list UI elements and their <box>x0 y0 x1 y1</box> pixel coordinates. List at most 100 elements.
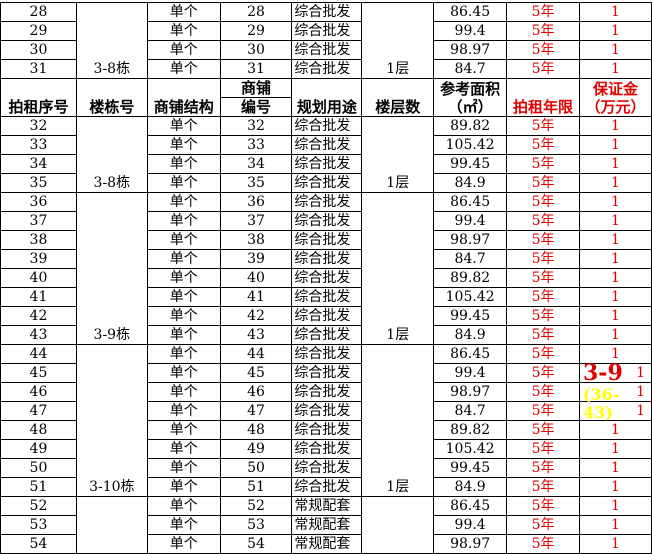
usage-cell[interactable]: 综合批发 <box>291 363 363 383</box>
seq-cell[interactable]: 49 <box>0 439 77 459</box>
seq-cell[interactable]: 38 <box>0 230 77 250</box>
shop-no-cell[interactable]: 47 <box>219 401 293 421</box>
structure-cell[interactable]: 单个 <box>146 21 221 41</box>
area-cell[interactable]: 84.9 <box>433 477 508 497</box>
usage-cell[interactable]: 综合批发 <box>291 268 363 288</box>
structure-cell[interactable]: 单个 <box>146 458 221 478</box>
usage-cell[interactable]: 综合批发 <box>291 420 363 440</box>
deposit-cell[interactable]: 1 <box>579 154 652 174</box>
structure-cell[interactable]: 单个 <box>146 154 221 174</box>
area-cell[interactable]: 99.45 <box>433 154 508 174</box>
area-cell[interactable]: 86.45 <box>433 344 508 364</box>
structure-cell[interactable]: 单个 <box>146 116 221 136</box>
seq-cell[interactable]: 45 <box>0 363 77 383</box>
seq-cell[interactable]: 51 <box>0 477 77 497</box>
shop-no-cell[interactable]: 54 <box>219 534 293 554</box>
seq-cell[interactable]: 39 <box>0 249 77 269</box>
term-cell[interactable]: 5年 <box>506 439 581 459</box>
area-cell[interactable]: 105.42 <box>433 439 508 459</box>
area-cell[interactable]: 86.45 <box>433 496 508 516</box>
structure-cell[interactable]: 单个 <box>146 40 221 60</box>
seq-cell[interactable]: 43 <box>0 325 77 345</box>
term-cell[interactable]: 5年 <box>506 534 581 554</box>
structure-cell[interactable]: 单个 <box>146 344 221 364</box>
seq-cell[interactable]: 30 <box>0 40 77 60</box>
usage-cell[interactable]: 综合批发 <box>291 192 363 212</box>
structure-cell[interactable]: 单个 <box>146 249 221 269</box>
term-cell[interactable]: 5年 <box>506 325 581 345</box>
area-cell[interactable]: 99.4 <box>433 21 508 41</box>
shop-no-cell[interactable]: 38 <box>219 230 293 250</box>
deposit-cell[interactable]: 1 <box>579 59 652 79</box>
term-cell[interactable]: 5年 <box>506 40 581 60</box>
seq-cell[interactable]: 31 <box>0 59 77 79</box>
deposit-cell[interactable]: 1 <box>579 477 652 497</box>
structure-cell[interactable]: 单个 <box>146 496 221 516</box>
structure-cell[interactable]: 单个 <box>146 401 221 421</box>
deposit-cell[interactable]: 1 <box>579 40 652 60</box>
shop-no-cell[interactable]: 40 <box>219 268 293 288</box>
area-cell[interactable]: 105.42 <box>433 287 508 307</box>
usage-cell[interactable]: 综合批发 <box>291 401 363 421</box>
seq-cell[interactable]: 40 <box>0 268 77 288</box>
shop-no-cell[interactable]: 33 <box>219 135 293 155</box>
building-cell[interactable]: 3-10栋 <box>75 344 148 497</box>
term-cell[interactable]: 5年 <box>506 458 581 478</box>
term-cell[interactable]: 5年 <box>506 287 581 307</box>
structure-cell[interactable]: 单个 <box>146 477 221 497</box>
usage-cell[interactable]: 综合批发 <box>291 477 363 497</box>
building-cell[interactable]: 3-8栋 <box>75 2 148 79</box>
building-cell[interactable]: 3-8栋 <box>75 116 148 193</box>
deposit-cell[interactable]: 1 <box>579 534 652 554</box>
structure-cell[interactable]: 单个 <box>146 363 221 383</box>
usage-cell[interactable]: 综合批发 <box>291 40 363 60</box>
usage-cell[interactable]: 综合批发 <box>291 59 363 79</box>
shop-no-cell[interactable]: 51 <box>219 477 293 497</box>
shop-no-cell[interactable]: 39 <box>219 249 293 269</box>
structure-cell[interactable]: 单个 <box>146 230 221 250</box>
shop-no-cell[interactable]: 41 <box>219 287 293 307</box>
deposit-cell[interactable]: 1 <box>579 325 652 345</box>
structure-cell[interactable]: 单个 <box>146 135 221 155</box>
shop-no-cell[interactable]: 49 <box>219 439 293 459</box>
area-cell[interactable]: 84.7 <box>433 59 508 79</box>
seq-cell[interactable]: 34 <box>0 154 77 174</box>
deposit-cell[interactable]: 1 <box>579 173 652 193</box>
area-cell[interactable]: 99.45 <box>433 306 508 326</box>
structure-cell[interactable]: 单个 <box>146 325 221 345</box>
structure-cell[interactable]: 单个 <box>146 59 221 79</box>
shop-no-cell[interactable]: 42 <box>219 306 293 326</box>
seq-cell[interactable]: 52 <box>0 496 77 516</box>
term-cell[interactable]: 5年 <box>506 211 581 231</box>
deposit-cell[interactable]: 1 <box>579 116 652 136</box>
area-cell[interactable]: 84.7 <box>433 401 508 421</box>
area-cell[interactable]: 99.4 <box>433 363 508 383</box>
deposit-cell[interactable]: 1 <box>579 2 652 22</box>
term-cell[interactable]: 5年 <box>506 382 581 402</box>
shop-no-cell[interactable]: 45 <box>219 363 293 383</box>
term-cell[interactable]: 5年 <box>506 192 581 212</box>
area-cell[interactable]: 99.4 <box>433 211 508 231</box>
area-cell[interactable]: 84.9 <box>433 173 508 193</box>
term-cell[interactable]: 5年 <box>506 173 581 193</box>
shop-no-cell[interactable]: 30 <box>219 40 293 60</box>
usage-cell[interactable]: 综合批发 <box>291 306 363 326</box>
structure-cell[interactable]: 单个 <box>146 192 221 212</box>
usage-cell[interactable]: 综合批发 <box>291 135 363 155</box>
seq-cell[interactable]: 37 <box>0 211 77 231</box>
area-cell[interactable]: 98.97 <box>433 534 508 554</box>
deposit-cell[interactable]: 1 <box>579 306 652 326</box>
seq-cell[interactable]: 46 <box>0 382 77 402</box>
structure-cell[interactable]: 单个 <box>146 211 221 231</box>
shop-no-cell[interactable]: 31 <box>219 59 293 79</box>
deposit-cell[interactable]: 1 <box>579 420 652 440</box>
structure-cell[interactable]: 单个 <box>146 173 221 193</box>
deposit-cell[interactable]: 1 <box>579 458 652 478</box>
term-cell[interactable]: 5年 <box>506 230 581 250</box>
term-cell[interactable]: 5年 <box>506 116 581 136</box>
usage-cell[interactable]: 综合批发 <box>291 173 363 193</box>
seq-cell[interactable]: 32 <box>0 116 77 136</box>
usage-cell[interactable]: 综合批发 <box>291 211 363 231</box>
deposit-cell[interactable]: 1 <box>579 515 652 535</box>
shop-no-cell[interactable]: 36 <box>219 192 293 212</box>
